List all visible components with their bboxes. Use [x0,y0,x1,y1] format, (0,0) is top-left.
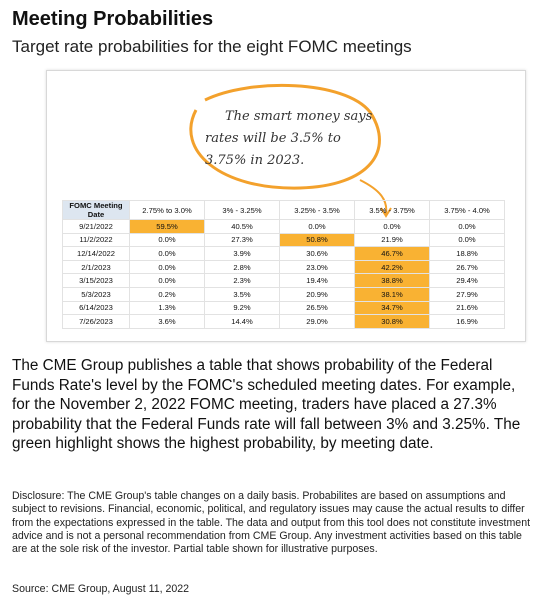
annotation-ellipse [189,83,381,190]
probability-cell: 2.8% [204,259,280,275]
table-row: 3/15/2023 0.0% 2.3% 19.4% 38.8% 29.4% [62,273,505,288]
probability-cell: 0.0% [129,259,205,275]
probability-cell: 21.6% [429,300,505,316]
source: Source: CME Group, August 11, 2022 [12,583,190,595]
probability-cell: 26.7% [429,259,505,275]
annotation: The smart money says rates will be 3.5% … [189,83,392,218]
probability-cell: 38.1% [354,286,430,302]
probability-cell: 38.8% [354,273,430,288]
meeting-date: 5/3/2023 [62,286,130,302]
column-header: FOMC Meeting Date [62,200,130,220]
probability-cell: 0.0% [129,273,205,288]
probability-cell: 59.5% [129,219,205,234]
probability-cell: 1.3% [129,300,205,316]
column-header: 3% - 3.25% [204,200,280,220]
probability-cell: 30.6% [279,246,355,261]
probability-cell: 23.0% [279,259,355,275]
table-row: 5/3/2023 0.2% 3.5% 20.9% 38.1% 27.9% [62,286,505,302]
probability-cell: 34.7% [354,300,430,316]
probability-cell: 27.3% [204,232,280,248]
disclosure: Disclosure: The CME Group's table change… [12,490,531,556]
probability-cell: 0.0% [429,232,505,248]
probability-cell: 42.2% [354,259,430,275]
probability-cell: 0.0% [354,219,430,234]
meeting-date: 2/1/2023 [62,259,130,275]
annotation-line: rates will be 3.5% to [205,131,341,146]
table-row: 9/21/2022 59.5% 40.5% 0.0% 0.0% 0.0% [62,219,505,234]
probability-cell: 20.9% [279,286,355,302]
meeting-date: 9/21/2022 [62,219,130,234]
probability-cell: 40.5% [204,219,280,234]
annotation-line: 3.75% in 2023. [205,153,304,168]
probability-cell: 19.4% [279,273,355,288]
probability-cell: 26.5% [279,300,355,316]
probability-cell: 18.8% [429,246,505,261]
probability-cell: 2.3% [204,273,280,288]
probability-cell: 0.0% [129,232,205,248]
meeting-date: 6/14/2023 [62,300,130,316]
probability-cell: 0.2% [129,286,205,302]
probability-cell: 0.0% [429,219,505,234]
probability-cell: 3.6% [129,314,205,329]
probability-cell: 3.5% [204,286,280,302]
table-row: 12/14/2022 0.0% 3.9% 30.6% 46.7% 18.8% [62,246,505,261]
probability-cell: 21.9% [354,232,430,248]
subtitle: Target rate probabilities for the eight … [12,37,412,56]
column-header: 3.75% - 4.0% [429,200,505,220]
meeting-date: 7/26/2023 [62,314,130,329]
meeting-date: 3/15/2023 [62,273,130,288]
paragraph: The CME Group publishes a table that sho… [12,357,521,453]
probability-table: FOMC Meeting Date 2.75% to 3.0% 3% - 3.25%… [62,200,505,329]
probability-cell: 46.7% [354,246,430,261]
probability-cell: 3.9% [204,246,280,261]
table-row: 7/26/2023 3.6% 14.4% 29.0% 30.8% 16.9% [62,314,505,329]
table-row: 11/2/2022 0.0% 27.3% 50.8% 21.9% 0.0% [62,232,505,248]
table-row: 6/14/2023 1.3% 9.2% 26.5% 34.7% 21.6% [62,300,505,316]
column-header: 2.75% to 3.0% [129,200,205,220]
probability-cell: 16.9% [429,314,505,329]
meeting-date: 12/14/2022 [62,246,130,261]
probability-cell: 29.4% [429,273,505,288]
probability-cell: 0.0% [129,246,205,261]
probability-cell: 30.8% [354,314,430,329]
header-row: FOMC Meeting Date 2.75% to 3.0% 3% - 3.25%… [62,200,505,220]
column-header: 3.5% - 3.75% [354,200,430,220]
probability-cell: 29.0% [279,314,355,329]
probability-cell: 14.4% [204,314,280,329]
table-row: 2/1/2023 0.0% 2.8% 23.0% 42.2% 26.7% [62,259,505,275]
probability-cell: 50.8% [279,232,355,248]
title: Meeting Probabilities [12,8,214,30]
annotation-line: The smart money says [225,109,373,124]
table-frame [46,70,526,342]
probability-cell: 27.9% [429,286,505,302]
probability-cell: 9.2% [204,300,280,316]
column-header: 3.25% - 3.5% [279,200,355,220]
meeting-date: 11/2/2022 [62,232,130,248]
probability-cell: 0.0% [279,219,355,234]
